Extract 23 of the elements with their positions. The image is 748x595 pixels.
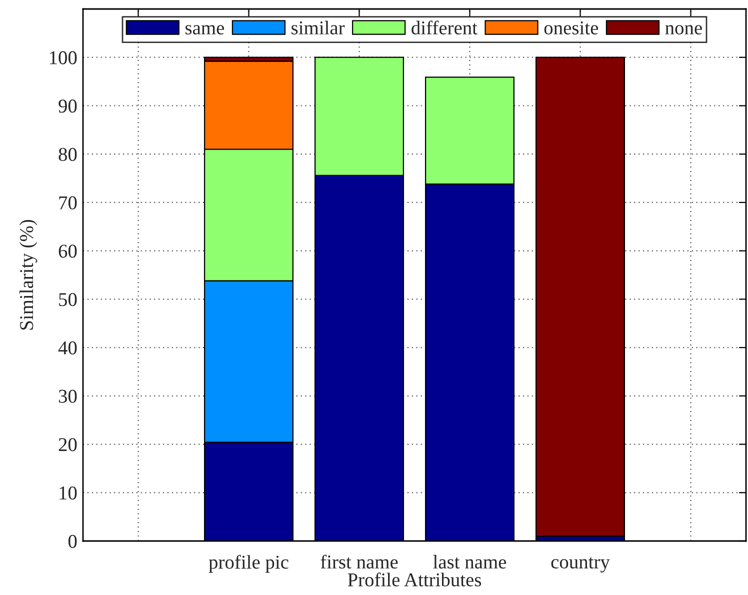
x-tick-label: last name	[433, 554, 506, 569]
x-tick-label: first name	[320, 554, 398, 569]
x-tick-label: country	[551, 557, 610, 573]
bar	[535, 56, 626, 537]
x-tick-label: profile pic	[208, 554, 288, 573]
y-tick-label: 100	[50, 51, 77, 64]
y-tick-label: 10	[60, 486, 77, 500]
y-tick-label: 60	[58, 244, 77, 258]
y-tick-label: 80	[58, 148, 77, 162]
y-tick-label: 70	[59, 196, 77, 210]
x-axis-title: Profile Attributes	[348, 572, 482, 586]
y-tick-label: 50	[59, 293, 77, 306]
legend-label: same	[186, 25, 224, 34]
legend-label: onesite	[544, 21, 598, 34]
y-tick-label: 0	[68, 534, 77, 548]
legend-label: similar	[292, 20, 345, 34]
y-tick-label: 90	[58, 100, 77, 113]
y-tick-label: 30	[58, 390, 77, 403]
y-tick-label: 40	[58, 341, 77, 354]
y-axis-title: Similarity (%)	[19, 220, 38, 330]
y-tick-label: 20	[58, 438, 77, 452]
legend-label: none	[665, 25, 702, 34]
legend-label: different	[412, 20, 478, 34]
